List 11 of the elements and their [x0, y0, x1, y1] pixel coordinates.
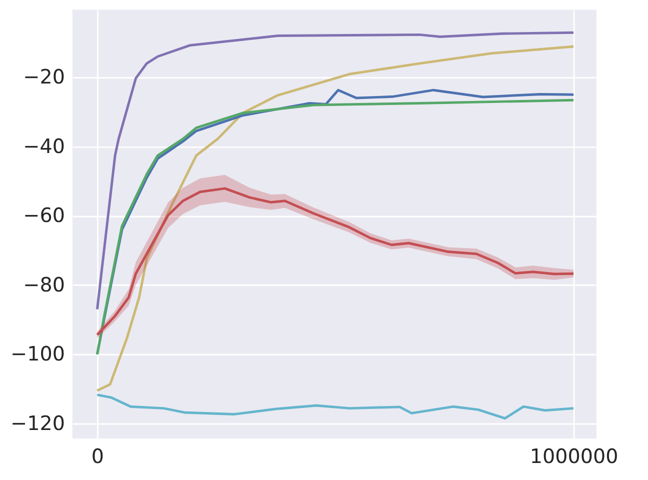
line-series [96, 394, 575, 420]
y-tick-label: −120 [10, 412, 65, 435]
y-tick-label: −60 [23, 204, 65, 228]
y-tick-label: −40 [23, 134, 65, 158]
line-series [96, 31, 575, 311]
y-tick-label: −100 [10, 342, 65, 366]
y-tick-label: −20 [23, 66, 65, 89]
y-tick-label: −80 [23, 273, 65, 296]
x-tick-label: 1000000 [530, 444, 618, 468]
line-series [96, 45, 575, 392]
x-tick-label: 0 [91, 444, 104, 468]
